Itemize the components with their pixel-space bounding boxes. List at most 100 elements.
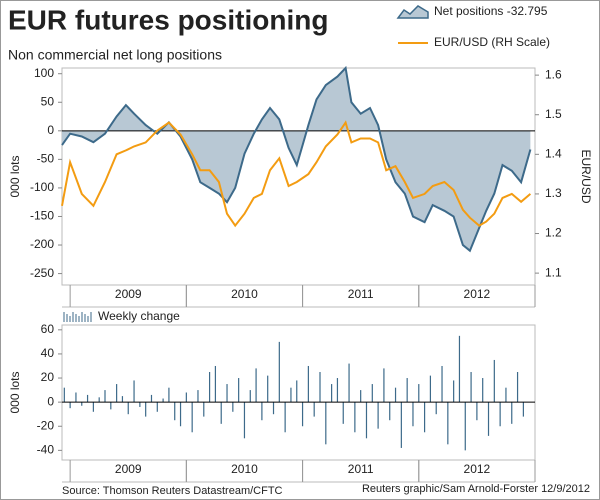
bar [296, 380, 298, 403]
bar [220, 402, 222, 424]
bar [150, 394, 153, 403]
bar [377, 402, 379, 429]
x-tick-label: 2009 [115, 462, 142, 476]
bar [290, 387, 292, 403]
y-tick-label: 50 [41, 94, 55, 108]
bar [406, 378, 408, 403]
bar [470, 372, 472, 403]
bar [179, 402, 182, 427]
bar [226, 384, 228, 403]
bar [319, 372, 321, 403]
bar [162, 398, 164, 403]
bar [267, 375, 269, 403]
subtitle: Non commercial net long positions [8, 47, 222, 63]
y-axis-label: 000 lots [8, 371, 22, 413]
y2-tick-label: 1.4 [545, 146, 562, 160]
bar [331, 384, 333, 403]
bar [301, 402, 304, 427]
bar [336, 378, 339, 403]
bar [464, 402, 466, 451]
y-tick-label: -50 [37, 152, 55, 166]
bar [214, 365, 217, 403]
bar [365, 402, 368, 439]
bar [261, 402, 263, 421]
bar [400, 402, 402, 448]
y-axis-label: 000 lots [8, 155, 22, 197]
bar [284, 402, 286, 433]
legend-area-icon [396, 5, 429, 19]
x-tick-label: 2012 [464, 462, 491, 476]
bar [394, 387, 397, 403]
bar [476, 402, 478, 421]
bar [249, 390, 251, 403]
bar [487, 402, 490, 436]
bar [272, 402, 275, 415]
legend-label: Weekly change [98, 309, 180, 323]
bar [453, 380, 455, 403]
bar [278, 341, 280, 403]
bar [238, 378, 240, 403]
plot-frame [61, 67, 536, 286]
y-tick-label: 0 [47, 394, 54, 408]
bar [86, 394, 89, 403]
x-tick-label: 2010 [231, 462, 258, 476]
bar [516, 372, 519, 403]
bar [383, 368, 385, 403]
y-tick-label: 100 [34, 66, 54, 80]
y-tick-label: 0 [47, 123, 54, 137]
bar [127, 402, 129, 415]
bar [412, 402, 414, 427]
bar [75, 392, 77, 403]
chart-title: EUR futures positioning [8, 4, 328, 35]
x-tick-label: 2010 [231, 287, 258, 301]
bar [435, 402, 437, 415]
bar [116, 384, 118, 403]
y-tick-label: -250 [30, 266, 54, 280]
y-tick-label: 20 [41, 370, 55, 384]
y-tick-label: 40 [41, 346, 55, 360]
bar [482, 378, 484, 403]
credit: Reuters graphic/Sam Arnold-Forster 12/9/… [362, 483, 590, 495]
bar [203, 402, 205, 417]
area [62, 68, 531, 251]
bar [185, 392, 187, 403]
bar [121, 396, 124, 403]
bar [232, 402, 234, 412]
x-tick-label: 2009 [115, 287, 142, 301]
bar [208, 372, 211, 403]
bar [389, 402, 391, 421]
bar [197, 390, 199, 403]
bar [522, 402, 524, 417]
x-tick-label: 2012 [464, 287, 491, 301]
bar [243, 402, 246, 439]
bar [63, 387, 65, 403]
bar [139, 402, 141, 407]
y2-tick-label: 1.2 [545, 226, 562, 240]
bar [156, 402, 158, 412]
y2-tick-label: 1.6 [545, 67, 562, 81]
bar [423, 402, 426, 433]
y2-tick-label: 1.5 [545, 107, 562, 121]
y2-axis-label: EUR/USD [579, 149, 593, 203]
legend-label: Net positions -32.795 [434, 4, 548, 18]
bar [447, 402, 449, 445]
y-tick-label: -150 [30, 209, 54, 223]
y-tick-label: -200 [30, 237, 54, 251]
bar [511, 402, 513, 424]
bar [174, 402, 176, 421]
bar [110, 402, 112, 410]
bar [104, 390, 106, 403]
bar [499, 402, 501, 427]
bar [168, 387, 170, 403]
bar [371, 384, 373, 403]
source: Source: Thomson Reuters Datastream/CFTC [62, 485, 283, 497]
bar [441, 365, 443, 403]
bar [98, 397, 100, 403]
bar [191, 402, 193, 433]
bar [255, 368, 257, 403]
y2-tick-label: 1.1 [545, 265, 562, 279]
bar [307, 365, 309, 403]
bar [313, 402, 315, 417]
y-tick-label: -40 [37, 443, 55, 457]
